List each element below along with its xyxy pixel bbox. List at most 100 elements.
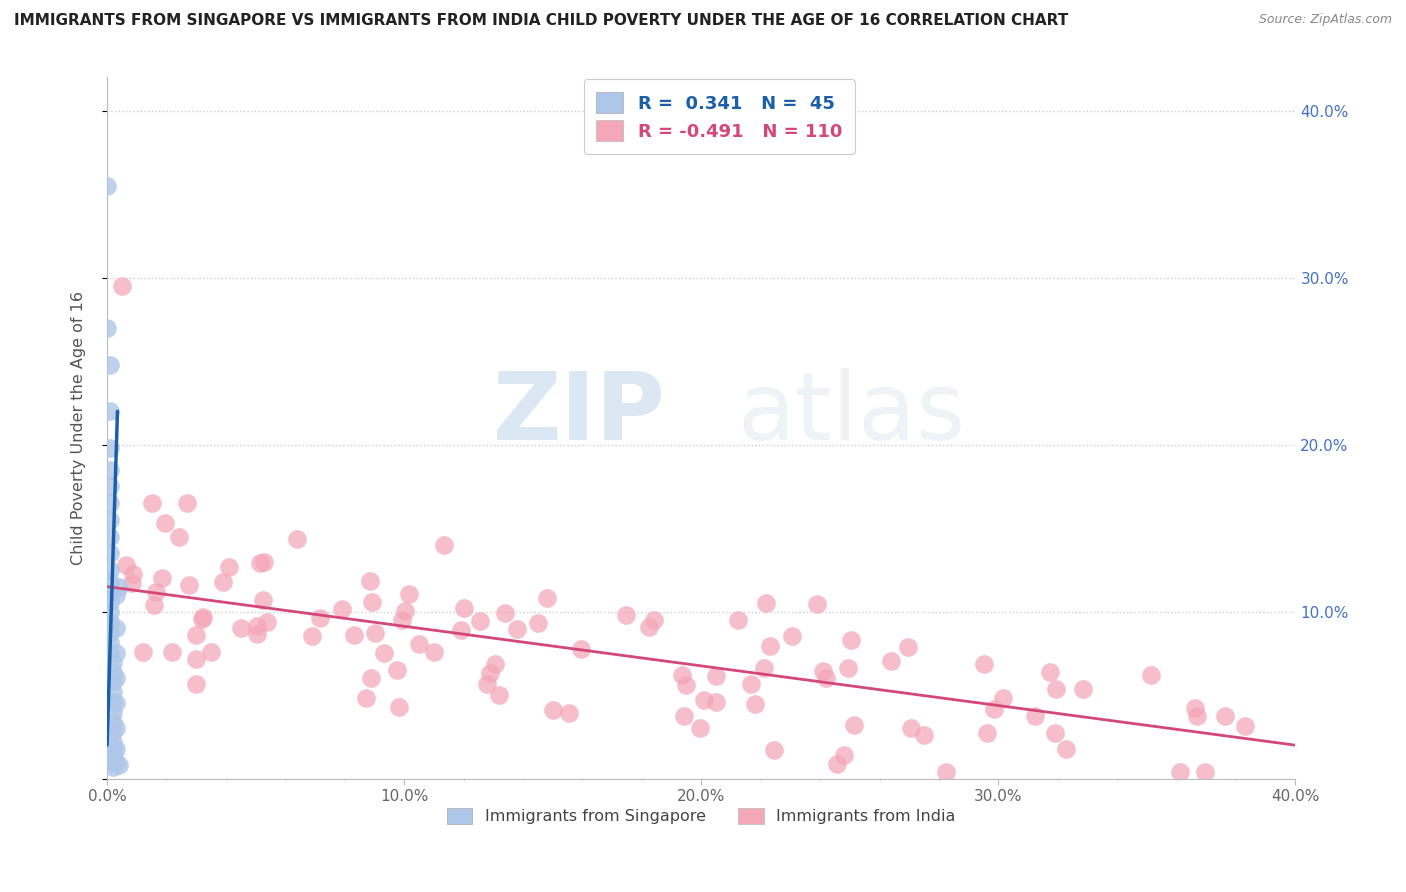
Point [900,721,922,735]
Point [433,539,456,553]
Point [96,178,118,193]
Point [880,654,903,668]
Point [991,691,1014,706]
Point [614,607,637,622]
Point [484,657,506,672]
Point [246,618,269,632]
Point [101,741,124,756]
Point [98,645,121,659]
Point [391,614,413,628]
Point [104,741,127,756]
Point [342,627,364,641]
Point [218,559,240,574]
Point [101,755,124,769]
Point [101,695,124,709]
Point [101,655,124,669]
Point [360,671,382,685]
Point [671,668,693,682]
Point [142,598,165,612]
Point [385,663,408,677]
Point [101,685,124,699]
Point [101,724,124,739]
Y-axis label: Child Poverty Under the Age of 16: Child Poverty Under the Age of 16 [72,291,86,565]
Point [806,597,828,611]
Point [673,708,696,723]
Point [897,640,920,654]
Point [249,556,271,570]
Point [571,642,593,657]
Point [96,747,118,761]
Point [450,623,472,637]
Point [111,279,134,293]
Point [167,530,190,544]
Point [101,748,124,763]
Point [98,634,121,648]
Point [104,697,127,711]
Point [132,644,155,658]
Point [114,558,136,573]
Point [145,585,167,599]
Point [141,496,163,510]
Point [478,665,501,680]
Point [108,758,131,772]
Point [98,563,121,577]
Point [104,722,127,736]
Point [121,567,143,582]
Point [101,674,124,689]
Point [98,479,121,493]
Point [96,321,118,335]
Point [153,516,176,530]
Point [1170,764,1192,779]
Point [191,612,214,626]
Point [693,693,716,707]
Text: ZIP: ZIP [492,368,665,460]
Point [825,756,848,771]
Point [541,703,564,717]
Point [752,661,775,675]
Point [354,690,377,705]
Point [160,645,183,659]
Point [744,698,766,712]
Point [108,580,131,594]
Point [104,672,127,686]
Point [1043,726,1066,740]
Point [98,594,121,608]
Point [527,616,550,631]
Point [104,755,127,769]
Point [763,743,786,757]
Point [815,671,838,685]
Point [398,587,420,601]
Point [704,669,727,683]
Point [98,358,121,372]
Point [231,621,253,635]
Point [813,664,835,678]
Point [101,665,124,679]
Point [536,591,558,605]
Point [1139,668,1161,682]
Point [638,620,661,634]
Point [330,602,353,616]
Point [98,584,121,599]
Point [246,626,269,640]
Point [359,574,381,589]
Point [1184,701,1206,715]
Point [98,624,121,639]
Point [912,728,935,742]
Point [973,657,995,671]
Point [1194,764,1216,779]
Point [780,629,803,643]
Point [839,633,862,648]
Point [186,651,208,665]
Point [98,615,121,629]
Point [388,700,411,714]
Point [98,755,121,769]
Point [976,726,998,740]
Point [121,576,143,591]
Point [837,661,859,675]
Point [101,735,124,749]
Legend: Immigrants from Singapore, Immigrants from India: Immigrants from Singapore, Immigrants fr… [437,798,966,834]
Point [301,629,323,643]
Point [643,613,665,627]
Point [186,627,208,641]
Point [252,555,274,569]
